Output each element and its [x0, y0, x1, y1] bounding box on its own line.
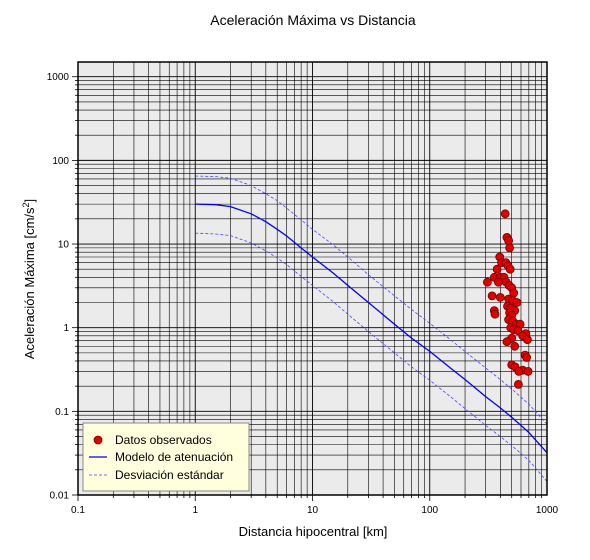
attenuation-model-line [195, 203, 548, 454]
x-tick-label: 1 [192, 505, 198, 516]
data-point [495, 292, 505, 302]
y-tick-label: 0.1 [55, 407, 69, 418]
y-axis-label-superscript: 2 [21, 202, 31, 207]
y-axis-label-close: ] [22, 199, 37, 203]
data-point [522, 353, 531, 362]
data-point [505, 243, 515, 253]
data-point [493, 277, 503, 287]
legend-point-icon [93, 435, 103, 445]
std-deviation-line [195, 232, 548, 482]
data-point [490, 309, 500, 319]
legend: Datos observados Modelo de atenuación De… [82, 422, 250, 492]
y-tick-label: 1 [63, 323, 69, 334]
x-tick-label: 100 [421, 505, 438, 516]
legend-box [82, 422, 250, 492]
legend-label-model: Modelo de atenuación [115, 450, 233, 464]
data-point [502, 337, 512, 347]
std-deviation-line [195, 175, 548, 425]
series-layer [195, 175, 548, 482]
data-point [523, 335, 532, 345]
y-tick-label: 10 [58, 240, 70, 251]
data-point [482, 277, 492, 287]
y-tick-label: 0.01 [50, 491, 70, 502]
legend-label-std: Desviación estándar [115, 468, 224, 482]
data-point [492, 264, 502, 274]
data-point [504, 236, 514, 246]
y-tick-label: 100 [52, 156, 69, 167]
x-tick-label: 1000 [536, 505, 559, 516]
data-point [514, 379, 523, 389]
data-point [505, 264, 515, 274]
legend-label-observed: Datos observados [115, 433, 212, 447]
x-axis-label: Distancia hipocentral [km] [239, 524, 388, 539]
data-point [510, 341, 520, 351]
data-point [500, 209, 510, 219]
y-axis-label: Aceleración Máxima [cm/s2] [21, 199, 37, 359]
x-tick-label: 10 [307, 505, 319, 516]
chart-title: Aceleración Máxima vs Distancia [210, 12, 416, 28]
y-axis-label-main: Aceleración Máxima [cm/s [22, 207, 37, 359]
data-point [523, 366, 533, 376]
points-layer [482, 209, 533, 389]
y-tick-label: 1000 [47, 72, 70, 83]
data-point [512, 298, 522, 307]
data-point [487, 291, 497, 301]
data-point [514, 366, 524, 376]
x-tick-label: 0.1 [71, 505, 85, 516]
grid [77, 62, 547, 496]
